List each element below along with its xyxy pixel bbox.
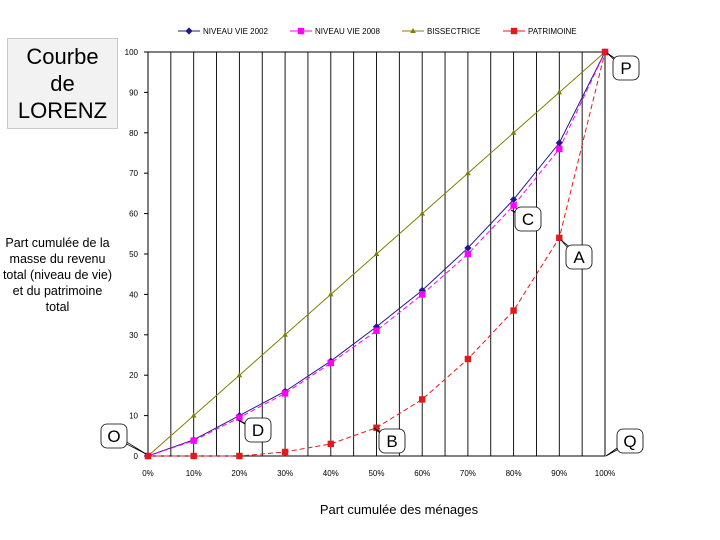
callout-label-b: B <box>386 432 397 451</box>
y-tick-label: 30 <box>129 331 138 340</box>
callout-box <box>100 423 128 449</box>
data-point <box>281 390 289 397</box>
data-point <box>190 412 197 418</box>
callout-label-o: O <box>107 427 120 446</box>
y-tick-label: 100 <box>125 48 139 57</box>
x-tick-label: 80% <box>506 469 522 478</box>
callout-box <box>378 428 406 454</box>
data-point <box>281 448 289 456</box>
data-point <box>418 286 426 294</box>
x-tick-label: 100% <box>595 469 615 478</box>
data-point <box>419 291 426 298</box>
callout-box <box>244 417 272 443</box>
data-point <box>556 89 563 95</box>
data-point <box>464 250 472 258</box>
data-point <box>327 440 334 448</box>
data-point <box>510 27 518 35</box>
y-tick-label: 50 <box>129 250 138 259</box>
y-tick-label: 60 <box>129 210 138 219</box>
y-tick-label: 10 <box>129 412 138 421</box>
x-tick-label: 60% <box>414 469 430 478</box>
x-tick-label: 90% <box>551 469 567 478</box>
x-axis-label: Part cumulée des ménages <box>319 502 479 517</box>
data-point <box>144 452 152 460</box>
data-point <box>510 195 518 204</box>
data-point <box>419 396 426 403</box>
x-tick-label: 50% <box>368 469 384 478</box>
legend-entry: NIVEAU VIE 2002 <box>203 27 268 36</box>
data-point <box>464 355 472 363</box>
data-point <box>464 244 472 252</box>
data-point <box>236 372 243 378</box>
data-point <box>373 424 380 431</box>
y-tick-label: 90 <box>129 88 138 97</box>
x-tick-label: 20% <box>231 469 247 478</box>
callout-label-d: D <box>252 421 264 440</box>
y-tick-label: 70 <box>129 169 138 178</box>
data-point <box>190 452 197 460</box>
data-point <box>327 359 334 367</box>
chart-title-box: Courbe de LORENZ <box>7 38 118 129</box>
y-tick-label: 40 <box>129 290 138 299</box>
legend-entry: BISSECTRICE <box>427 27 480 36</box>
data-point <box>373 327 380 334</box>
callout-box <box>514 206 542 232</box>
callout-box <box>565 244 593 270</box>
data-point <box>510 307 517 314</box>
x-tick-label: 30% <box>277 469 293 478</box>
data-point <box>236 414 243 421</box>
data-point <box>410 28 416 33</box>
y-tick-label: 80 <box>129 129 138 138</box>
callout-label-c: C <box>522 210 534 229</box>
series-line <box>147 51 606 457</box>
data-point <box>328 291 334 297</box>
x-tick-label: 40% <box>323 469 339 478</box>
callout-box <box>612 55 640 81</box>
x-tick-label: 0% <box>142 469 154 478</box>
data-point <box>465 170 471 176</box>
data-point <box>190 437 197 444</box>
data-point <box>419 210 425 216</box>
data-point <box>282 331 288 337</box>
chart-title: Courbe de LORENZ <box>17 44 108 123</box>
callout-box <box>616 428 644 454</box>
data-point <box>185 27 193 35</box>
data-point <box>601 48 609 56</box>
data-point <box>556 234 563 242</box>
legend-entry: PATRIMOINE <box>528 27 577 36</box>
data-point <box>510 129 517 135</box>
data-point <box>510 202 517 209</box>
y-tick-label: 0 <box>134 452 139 461</box>
callout-label-q: Q <box>623 432 636 451</box>
callout-label-p: P <box>620 59 631 78</box>
data-point <box>555 139 563 147</box>
callout-label-a: A <box>573 248 585 267</box>
x-tick-label: 10% <box>186 469 202 478</box>
y-axis-label: Part cumulée de la masse du revenu total… <box>2 236 113 314</box>
data-point <box>297 27 305 35</box>
data-point <box>373 251 380 256</box>
y-tick-label: 20 <box>129 371 138 380</box>
data-point <box>236 452 243 460</box>
x-tick-label: 70% <box>460 469 476 478</box>
data-point <box>556 145 563 153</box>
legend-entry: NIVEAU VIE 2008 <box>315 27 380 36</box>
